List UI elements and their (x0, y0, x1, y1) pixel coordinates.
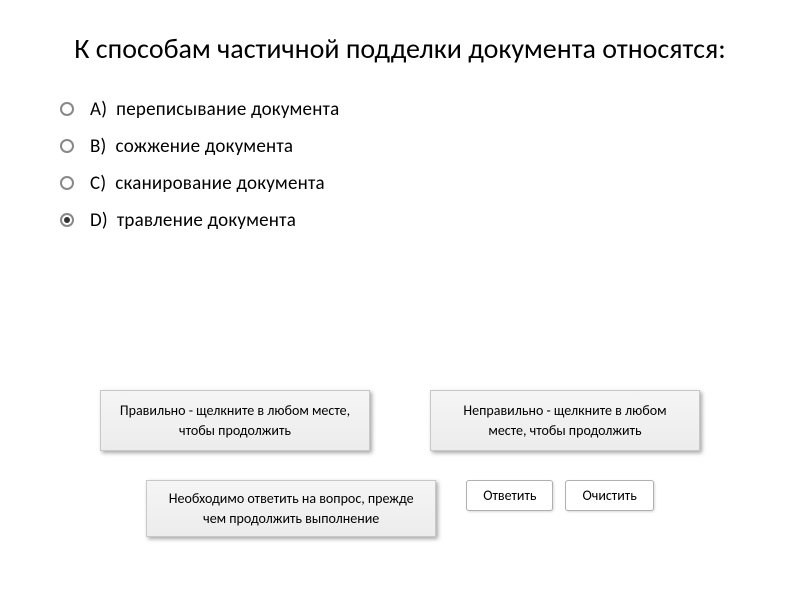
feedback-correct[interactable]: Правильно - щелкните в любом месте, чтоб… (100, 390, 370, 451)
feedback-incorrect[interactable]: Неправильно - щелкните в любом месте, чт… (430, 390, 700, 451)
option-d[interactable]: D) травление документа (60, 209, 740, 232)
option-label: C) сканирование документа (90, 172, 325, 195)
clear-button[interactable]: Очистить (565, 480, 653, 511)
option-label: A) переписывание документа (90, 98, 339, 121)
option-label: D) травление документа (90, 209, 296, 232)
option-c[interactable]: C) сканирование документа (60, 172, 740, 195)
bottom-row: Необходимо ответить на вопрос, прежде че… (0, 480, 800, 537)
action-buttons: Ответить Очистить (466, 480, 654, 511)
option-a[interactable]: A) переписывание документа (60, 98, 740, 121)
radio-icon[interactable] (60, 176, 74, 190)
submit-button[interactable]: Ответить (466, 480, 553, 511)
option-label: B) сожжение документа (90, 135, 293, 158)
radio-icon[interactable] (60, 139, 74, 153)
radio-icon[interactable] (60, 213, 74, 227)
radio-icon[interactable] (60, 102, 74, 116)
option-b[interactable]: B) сожжение документа (60, 135, 740, 158)
options-list: A) переписывание документа B) сожжение д… (0, 88, 800, 232)
answer-prompt: Необходимо ответить на вопрос, прежде че… (146, 480, 436, 537)
question-title: К способам частичной подделки документа … (0, 0, 800, 88)
feedback-row: Правильно - щелкните в любом месте, чтоб… (0, 390, 800, 451)
